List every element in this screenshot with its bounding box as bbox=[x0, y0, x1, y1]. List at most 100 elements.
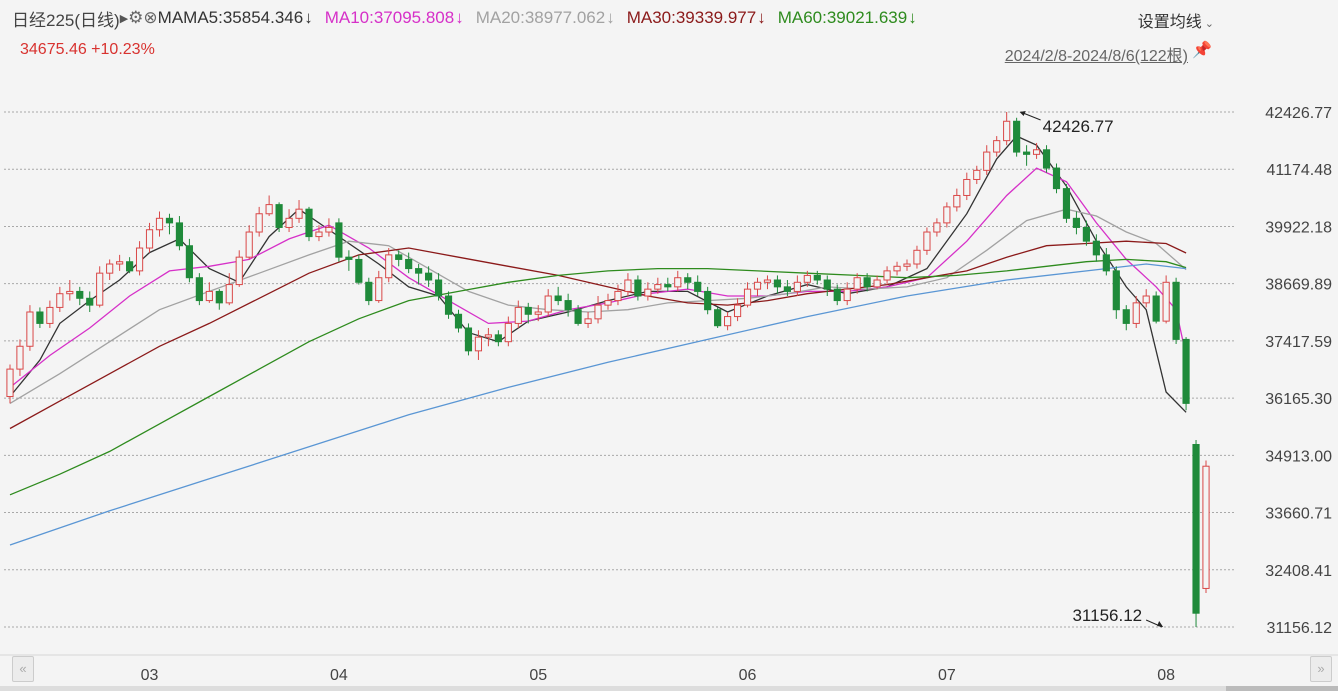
candle-body-down bbox=[36, 311, 44, 324]
candle-body-down bbox=[1102, 254, 1110, 272]
ma-value-4: MA60:39021.639↓ bbox=[778, 8, 917, 28]
ma-values: MA5:35854.346↓ MA10:37095.808↓ MA20:38977.… bbox=[183, 8, 929, 28]
candle-body-down bbox=[1092, 240, 1100, 256]
candle-body-down bbox=[664, 284, 672, 288]
candle-body-up bbox=[584, 318, 592, 324]
candle-body-down bbox=[554, 295, 562, 302]
candle-body-down bbox=[86, 297, 94, 306]
ma-value-label: MA20:38977.062 bbox=[475, 8, 606, 27]
candle-body-up bbox=[255, 213, 263, 233]
candle-body-down bbox=[425, 272, 433, 281]
candle-body-down bbox=[405, 258, 413, 270]
candle-body-up bbox=[295, 208, 303, 219]
ma-trend-arrow: ↓ bbox=[304, 8, 313, 27]
candle-body-up bbox=[225, 284, 233, 304]
candle-body-down bbox=[464, 327, 473, 352]
candle-body-down bbox=[1082, 226, 1090, 242]
candle-body-up bbox=[993, 140, 1001, 153]
candle-body-up bbox=[235, 256, 243, 286]
ma-legend-row: 日经225(日线) ▶ ⚙ ⊗ MA MA5:35854.346↓ MA10:37… bbox=[12, 7, 929, 30]
caret-right-icon[interactable]: ▶ bbox=[119, 12, 129, 25]
candle-body-down bbox=[564, 300, 572, 311]
scrollbar-thumb[interactable] bbox=[1226, 686, 1338, 691]
candle-body-down bbox=[76, 290, 84, 299]
candle-body-up bbox=[933, 222, 941, 233]
candle-body-down bbox=[1072, 217, 1081, 228]
candle-body-up bbox=[514, 306, 522, 324]
candle-body-up bbox=[1142, 295, 1150, 304]
candle-body-up bbox=[66, 290, 74, 295]
candle-body-down bbox=[813, 274, 821, 281]
candle-body-down bbox=[704, 290, 712, 311]
candle-body-up bbox=[873, 279, 881, 288]
candle-body-down bbox=[454, 313, 463, 329]
candle-body-up bbox=[1202, 465, 1210, 589]
candle-body-down bbox=[524, 306, 532, 315]
price-change: 34675.46 +10.23% bbox=[20, 41, 155, 58]
candle-body-down bbox=[395, 254, 403, 260]
x-tick-label: 08 bbox=[1157, 667, 1175, 684]
candle-body-up bbox=[385, 254, 393, 279]
candle-body-down bbox=[1182, 338, 1190, 404]
pin-icon[interactable]: 📌 bbox=[1192, 42, 1212, 59]
candle-body-up bbox=[624, 279, 632, 292]
ma-value-label: MA10:37095.808 bbox=[324, 8, 455, 27]
candle-body-down bbox=[215, 290, 223, 304]
y-tick-label: 39922.18 bbox=[1265, 219, 1332, 236]
scroll-left-button[interactable]: « bbox=[12, 656, 34, 682]
candle-body-down bbox=[694, 281, 702, 292]
annotation-arrowhead bbox=[1157, 621, 1164, 627]
ma-line-ma20 bbox=[9, 208, 1187, 404]
candle-body-up bbox=[375, 277, 383, 302]
ma-trend-arrow: ↓ bbox=[908, 8, 917, 27]
ma-line-ma60 bbox=[9, 258, 1187, 496]
candle-body-down bbox=[1152, 295, 1160, 322]
candle-body-up bbox=[285, 217, 293, 228]
candle-body-up bbox=[46, 306, 54, 324]
candle-body-up bbox=[145, 229, 154, 249]
candle-body-up bbox=[106, 263, 114, 274]
date-range[interactable]: 2024/2/8-2024/8/6(122根) bbox=[1004, 48, 1188, 65]
annotation-low-label: 31156.12 bbox=[1072, 606, 1142, 625]
instrument-title[interactable]: 日经225(日线) bbox=[12, 10, 120, 30]
set-ma-button[interactable]: 设置均线 ⌄ bbox=[1138, 8, 1214, 32]
candle-body-down bbox=[1112, 270, 1120, 311]
close-icon[interactable]: ⊗ bbox=[143, 8, 158, 27]
candle-body-up bbox=[1162, 281, 1170, 322]
ma-indicator-label: MA bbox=[157, 8, 184, 27]
candle-body-down bbox=[1052, 167, 1061, 190]
candle-body-up bbox=[245, 231, 253, 258]
candle-body-up bbox=[674, 277, 682, 288]
candle-body-up bbox=[155, 217, 164, 231]
candle-body-down bbox=[494, 334, 502, 343]
y-tick-label: 31156.12 bbox=[1266, 620, 1332, 637]
y-tick-label: 32408.41 bbox=[1265, 563, 1332, 580]
y-tick-label: 41174.48 bbox=[1266, 162, 1332, 179]
scrollbar-track[interactable] bbox=[0, 686, 1338, 691]
candle-body-down bbox=[634, 279, 642, 297]
candle-body-down bbox=[434, 279, 443, 297]
candle-body-up bbox=[604, 300, 612, 306]
candle-body-down bbox=[1062, 188, 1071, 219]
x-tick-label: 04 bbox=[330, 667, 348, 684]
candle-body-up bbox=[1032, 149, 1041, 155]
scroll-right-button[interactable]: » bbox=[1310, 656, 1332, 682]
candle-body-up bbox=[793, 281, 801, 292]
candle-body-up bbox=[594, 304, 602, 320]
ma-value-label: MA30:39339.977 bbox=[626, 8, 757, 27]
candle-body-up bbox=[753, 281, 762, 290]
gear-icon[interactable]: ⚙ bbox=[128, 8, 144, 27]
candle-body-down bbox=[365, 281, 373, 302]
candle-body-up bbox=[1003, 120, 1011, 142]
candle-body-up bbox=[883, 270, 891, 281]
candle-body-up bbox=[803, 274, 811, 283]
candle-body-down bbox=[335, 222, 343, 258]
candle-body-up bbox=[843, 288, 851, 302]
candle-body-down bbox=[345, 256, 353, 260]
candle-body-down bbox=[1023, 151, 1031, 155]
candle-body-up bbox=[953, 194, 961, 208]
candle-body-up bbox=[116, 261, 124, 265]
candle-body-down bbox=[126, 261, 134, 272]
y-tick-label: 33660.71 bbox=[1265, 506, 1332, 523]
